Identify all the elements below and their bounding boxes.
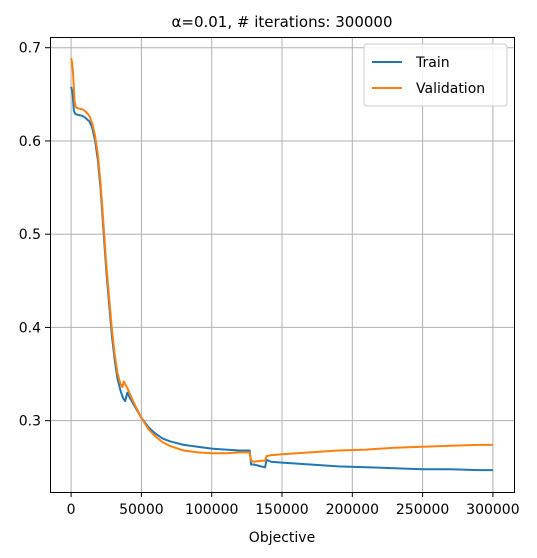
series-lines: [70, 57, 493, 472]
legend-box: [363, 43, 508, 107]
x-tick-label: 300000: [466, 502, 519, 518]
y-tick-label: 0.7: [19, 41, 41, 57]
x-tick-label: 100000: [185, 502, 238, 518]
legend-label-train: Train: [415, 55, 450, 71]
chart-title: α=0.01, # iterations: 300000: [172, 13, 393, 31]
grid: [50, 37, 514, 492]
axis-ticks: 0 50000 100000 150000 200000 250000 300000 0.3 0…: [19, 41, 520, 518]
y-tick-label: 0.3: [19, 414, 41, 430]
x-tick-label: 0: [67, 502, 76, 518]
y-tick-label: 0.4: [19, 320, 41, 336]
y-tick-label: 0.5: [19, 227, 41, 243]
y-tick-label: 0.6: [19, 134, 41, 150]
x-tick-label: 50000: [119, 502, 164, 518]
legend: Train Validation: [363, 43, 508, 107]
x-tick-label: 150000: [255, 502, 308, 518]
x-axis-label: Objective: [249, 530, 315, 546]
x-tick-label: 250000: [396, 502, 449, 518]
series-line-validation: [70, 57, 493, 463]
legend-label-validation: Validation: [416, 81, 485, 97]
x-tick-label: 200000: [326, 502, 379, 518]
